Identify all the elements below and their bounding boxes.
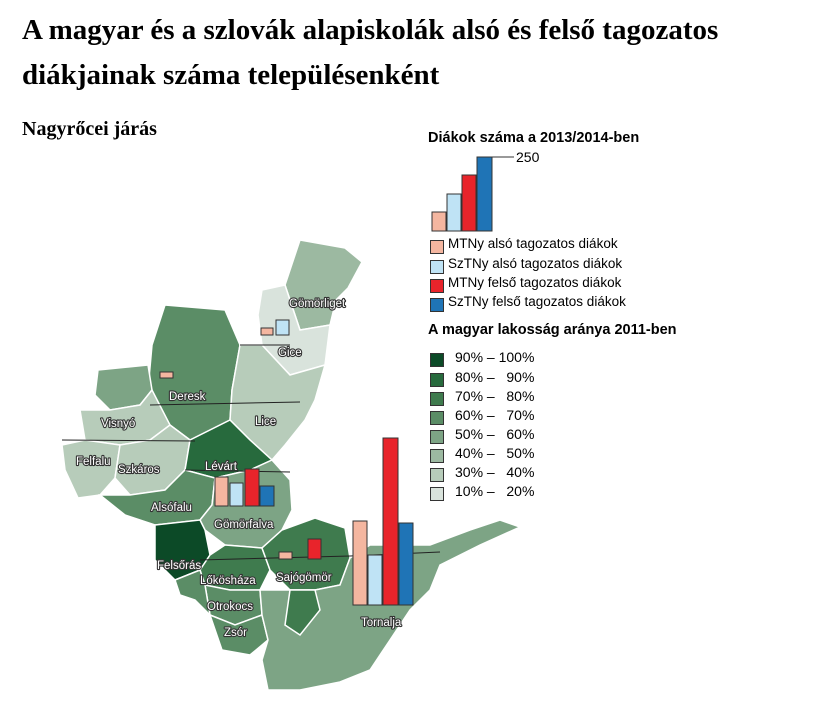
label-levart: Lévárt bbox=[205, 461, 238, 473]
share-label-70-80: 70% – 80% bbox=[455, 388, 535, 404]
label-alsofalu: Alsófalu bbox=[151, 502, 192, 514]
label-sajogomor: Sajógömör bbox=[276, 572, 332, 584]
label-gice: Gice bbox=[278, 347, 302, 359]
legend-label-sztny-also: SzTNy alsó tagozatos diákok bbox=[448, 256, 623, 271]
share-label-80-90: 80% – 90% bbox=[455, 369, 535, 385]
share-swatch-40-50 bbox=[430, 449, 444, 463]
share-swatch-10-20 bbox=[430, 487, 444, 501]
share-label-90-100: 90% – 100% bbox=[455, 349, 535, 365]
label-gomorfalva: Gömörfalva bbox=[214, 519, 274, 531]
gomorfalva-sztny-felso-bar bbox=[259, 485, 275, 507]
students-legend-title: Diákok száma a 2013/2014-ben bbox=[428, 130, 640, 146]
gomorfalva-mtny-felso-bar bbox=[244, 468, 260, 507]
share-label-60-70: 60% – 70% bbox=[455, 407, 535, 423]
tornalja-sztny-felso-bar bbox=[398, 522, 414, 606]
label-zsor: Zsór bbox=[224, 627, 247, 639]
share-swatch-90-100 bbox=[430, 353, 444, 367]
region-gomorliget bbox=[284, 239, 363, 331]
legend-example-bar-2 bbox=[446, 193, 462, 232]
share-swatch-80-90 bbox=[430, 373, 444, 387]
share-swatch-60-70 bbox=[430, 411, 444, 425]
label-lokoshaza: Lőkösháza bbox=[200, 575, 256, 587]
gice-mtny-also-bar bbox=[260, 327, 274, 336]
label-deresk: Deresk bbox=[169, 391, 206, 403]
label-tornalja: Tornalja bbox=[361, 617, 402, 629]
share-label-10-20: 10% – 20% bbox=[455, 483, 535, 499]
share-label-50-60: 50% – 60% bbox=[455, 426, 535, 442]
share-swatch-30-40 bbox=[430, 468, 444, 482]
legend-swatch-mtny-felso bbox=[430, 279, 444, 293]
legend-example-bar-3 bbox=[461, 174, 477, 232]
tornalja-sztny-also-bar bbox=[367, 554, 383, 606]
region-southwest bbox=[174, 569, 212, 618]
gomorfalva-mtny-also-bar bbox=[214, 476, 229, 507]
label-felfalu: Felfalu bbox=[76, 456, 111, 468]
legend-example-bar-1 bbox=[431, 211, 447, 232]
legend-example-bar-4 bbox=[476, 156, 493, 232]
share-swatch-70-80 bbox=[430, 392, 444, 406]
legend-label-mtny-also: MTNy alsó tagozatos diákok bbox=[448, 236, 618, 251]
legend-swatch-sztny-also bbox=[430, 260, 444, 274]
tornalja-mtny-also-bar bbox=[352, 520, 368, 606]
share-label-30-40: 30% – 40% bbox=[455, 464, 535, 480]
label-gomorliget: Gömörliget bbox=[289, 298, 346, 310]
legend-label-mtny-felso: MTNy felső tagozatos diákok bbox=[448, 275, 622, 290]
share-label-40-50: 40% – 50% bbox=[455, 445, 535, 461]
tornalja-mtny-felso-bar bbox=[382, 437, 399, 606]
label-felsoras: Felsőrás bbox=[157, 560, 201, 572]
share-legend-title: A magyar lakosság aránya 2011-ben bbox=[428, 322, 677, 338]
label-szkaros: Szkáros bbox=[118, 464, 160, 476]
legend-scale-value: 250 bbox=[516, 149, 540, 165]
label-visnyo: Visnyó bbox=[101, 418, 135, 430]
legend-swatch-mtny-also bbox=[430, 240, 444, 254]
legend-label-sztny-felso: SzTNy felső tagozatos diákok bbox=[448, 294, 626, 309]
page-subtitle: Nagyrőcei járás bbox=[22, 118, 157, 140]
gice-sztny-also-bar bbox=[275, 319, 290, 336]
share-swatch-50-60 bbox=[430, 430, 444, 444]
region-felfalu bbox=[61, 439, 121, 499]
sajogomor-mtny-also-bar bbox=[278, 551, 293, 560]
legend-swatch-sztny-felso bbox=[430, 298, 444, 312]
gomorfalva-sztny-also-bar bbox=[229, 482, 244, 507]
page-title: A magyar és a szlovák alapiskolák alsó é… bbox=[22, 14, 719, 91]
region-tornalja-east bbox=[284, 589, 321, 637]
deresk-mtny-also-bar bbox=[159, 371, 174, 379]
label-otrokocs: Otrokocs bbox=[207, 601, 253, 613]
label-lice: Lice bbox=[255, 416, 276, 428]
sajogomor-mtny-felso-bar bbox=[307, 538, 322, 560]
